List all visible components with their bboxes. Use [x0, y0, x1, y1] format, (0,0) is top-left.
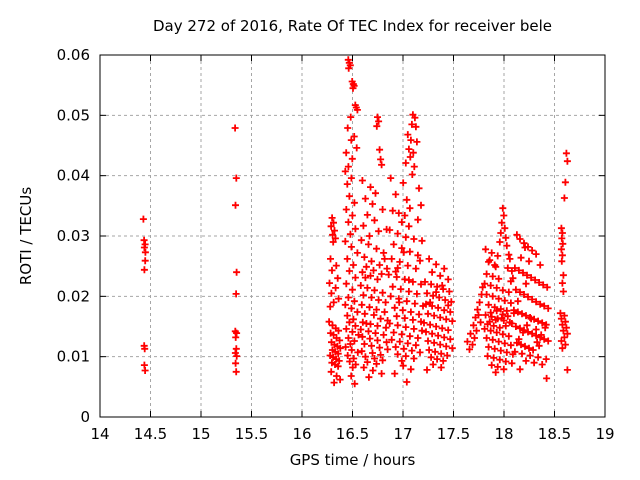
x-tick-label: 17.5 — [437, 425, 470, 443]
y-axis-label: ROTI / TECUs — [17, 186, 35, 286]
y-tick-label: 0 — [80, 408, 90, 426]
x-tick-label: 14 — [90, 425, 109, 443]
y-tick-label: 0.05 — [57, 106, 90, 124]
chart-title: Day 272 of 2016, Rate Of TEC Index for r… — [153, 17, 552, 35]
x-tick-label: 17 — [393, 425, 412, 443]
y-tick-label: 0.03 — [57, 227, 90, 245]
x-tick-label: 15 — [191, 425, 210, 443]
y-tick-label: 0.04 — [57, 167, 90, 185]
x-axis-label: GPS time / hours — [289, 451, 416, 469]
x-tick-label: 18.5 — [538, 425, 571, 443]
plot-frame — [99, 54, 606, 418]
x-tick-label: 16.5 — [336, 425, 369, 443]
y-tick-label: 0.02 — [57, 287, 90, 305]
y-tick-label: 0.06 — [57, 46, 90, 64]
x-tick-label: 19 — [595, 425, 614, 443]
x-tick-label: 16 — [292, 425, 311, 443]
scatter-points — [139, 56, 571, 388]
x-tick-label: 15.5 — [235, 425, 268, 443]
y-tick-label: 0.01 — [57, 348, 90, 366]
x-tick-label: 18 — [494, 425, 513, 443]
x-tick-label: 14.5 — [134, 425, 167, 443]
